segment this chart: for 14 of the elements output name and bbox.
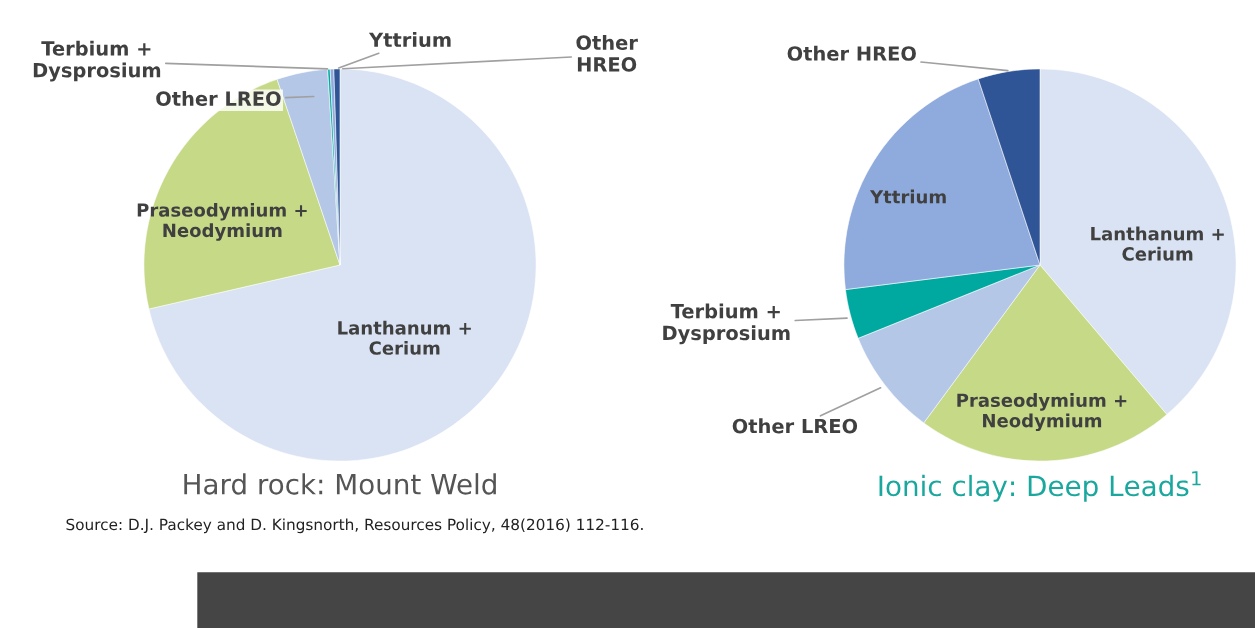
slice-label: Lanthanum + Cerium [338,320,471,355]
slice-label: Other LREO [732,418,858,434]
slice-label: Terbium + Dysprosium [33,40,161,82]
slice-label: Lanthanum + Cerium [1091,226,1224,261]
text: Ionic clay: Deep Leads$^{1}$ [879,471,1201,502]
slice-label: Other HREO [787,45,916,61]
slice-label: Yttrium [869,189,946,204]
source-note: Source: D.J. Packey and D. Kingsnorth, Resources Policy, 48(2016) 112-116. [66,518,643,534]
slice-label: Yttrium [368,32,451,48]
slice-label: Other LREO [156,90,281,106]
slice-label: Terbium + Dysprosium [663,303,790,345]
slice-label: Other HREO [576,34,638,72]
slice-label: Praseodymium + Neodymium [957,393,1127,432]
text: Hard rock: Mount Weld [184,473,496,495]
